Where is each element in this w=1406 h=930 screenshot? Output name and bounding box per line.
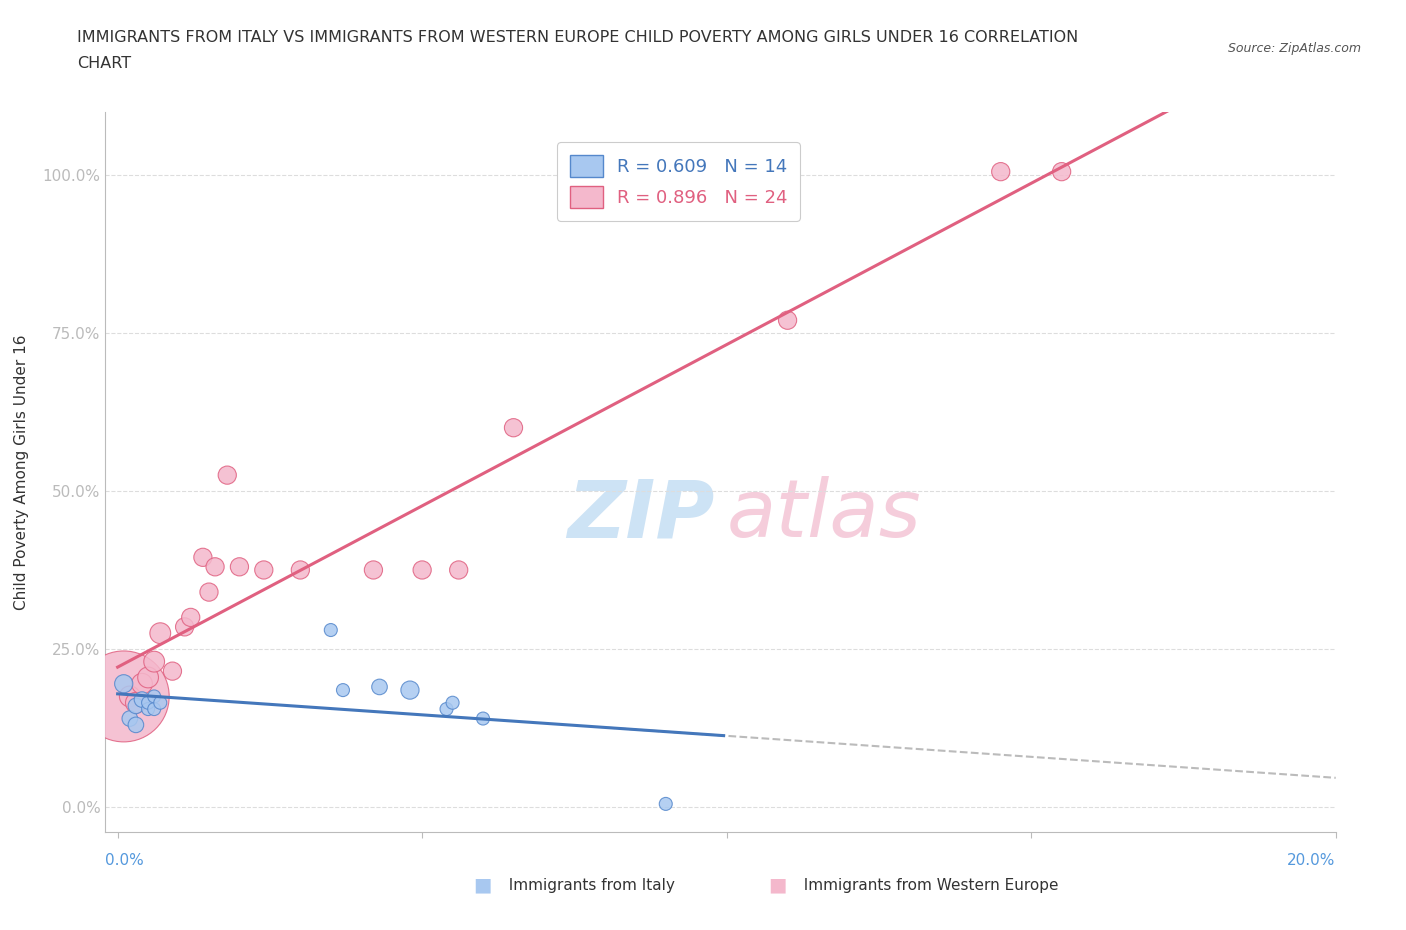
Text: ■: ■ <box>472 876 492 895</box>
Point <box>112 689 135 704</box>
Point <box>204 559 226 574</box>
Point <box>332 683 354 698</box>
Point <box>112 676 135 691</box>
Point <box>368 680 391 695</box>
Point <box>990 165 1012 179</box>
Text: IMMIGRANTS FROM ITALY VS IMMIGRANTS FROM WESTERN EUROPE CHILD POVERTY AMONG GIRL: IMMIGRANTS FROM ITALY VS IMMIGRANTS FROM… <box>77 30 1078 45</box>
Point <box>125 698 148 713</box>
Point <box>136 696 159 711</box>
Text: 0.0%: 0.0% <box>105 853 145 868</box>
Point <box>198 585 221 600</box>
Point <box>191 550 214 565</box>
Point <box>399 683 422 698</box>
Y-axis label: Child Poverty Among Girls Under 16: Child Poverty Among Girls Under 16 <box>14 334 28 610</box>
Point <box>118 689 141 704</box>
Text: Source: ZipAtlas.com: Source: ZipAtlas.com <box>1227 42 1361 55</box>
Point <box>180 610 202 625</box>
Legend: R = 0.609   N = 14, R = 0.896   N = 24: R = 0.609 N = 14, R = 0.896 N = 24 <box>557 142 800 220</box>
Point <box>143 701 166 716</box>
Point <box>1050 165 1073 179</box>
Point <box>228 559 250 574</box>
Point <box>217 468 239 483</box>
Text: ■: ■ <box>768 876 787 895</box>
Point <box>125 696 148 711</box>
Point <box>143 654 166 669</box>
Point <box>143 689 166 704</box>
Point <box>136 701 159 716</box>
Point <box>411 563 433 578</box>
Point <box>776 312 799 327</box>
Point <box>131 676 153 691</box>
Point <box>149 626 172 641</box>
Text: atlas: atlas <box>727 476 921 554</box>
Text: Immigrants from Western Europe: Immigrants from Western Europe <box>794 878 1059 893</box>
Point <box>363 563 385 578</box>
Point <box>655 796 678 811</box>
Text: ZIP: ZIP <box>567 476 714 554</box>
Text: 20.0%: 20.0% <box>1288 853 1336 868</box>
Point <box>290 563 312 578</box>
Point <box>136 670 159 684</box>
Point <box>131 692 153 707</box>
Point <box>436 701 458 716</box>
Point <box>173 619 195 634</box>
Text: CHART: CHART <box>77 56 131 71</box>
Point <box>441 696 464 711</box>
Point <box>253 563 276 578</box>
Point <box>502 420 524 435</box>
Point <box>162 664 184 679</box>
Text: Immigrants from Italy: Immigrants from Italy <box>499 878 675 893</box>
Point <box>472 711 495 726</box>
Point <box>125 717 148 732</box>
Point <box>118 711 141 726</box>
Point <box>149 696 172 711</box>
Point <box>319 622 342 637</box>
Point <box>447 563 470 578</box>
